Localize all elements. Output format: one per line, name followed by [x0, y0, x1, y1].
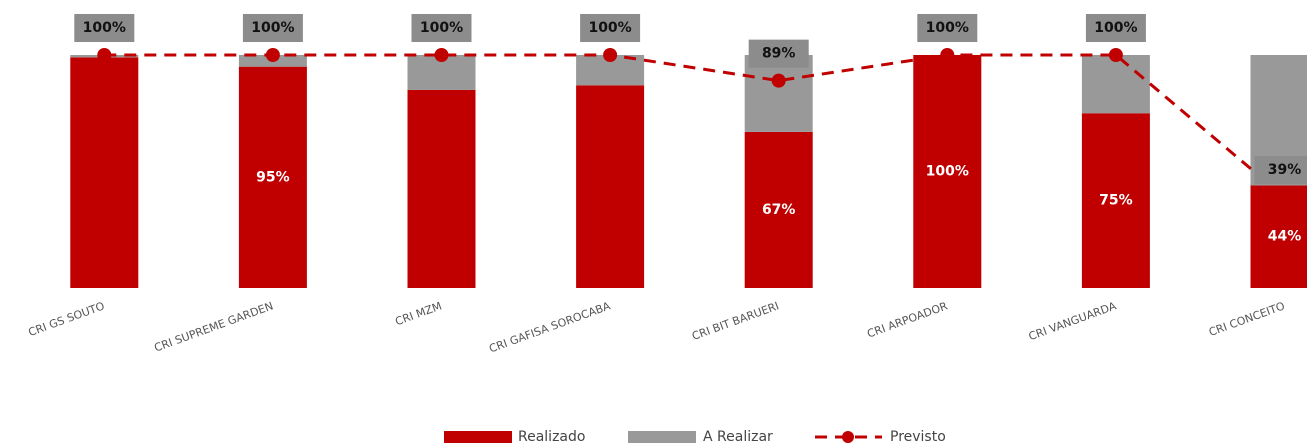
data-label: 44% — [1268, 229, 1302, 245]
legend-swatch — [444, 431, 512, 443]
line-previsto — [104, 53, 1286, 199]
bar-realizado — [1250, 185, 1307, 288]
data-label: 100% — [1094, 20, 1137, 36]
label-box — [242, 14, 303, 42]
data-label: 89% — [762, 46, 796, 62]
data-label: 100% — [83, 20, 126, 36]
data-label: 100% — [588, 20, 631, 36]
category-label: CRI BIT BARUERI — [690, 299, 781, 343]
category-label: CRI GAFISA SOROCABA — [487, 299, 612, 355]
bar-realizado — [913, 55, 982, 288]
label-box — [1085, 14, 1146, 42]
marker-previsto — [603, 48, 618, 62]
data-label: 95% — [256, 169, 290, 185]
legend-label: Realizado — [518, 429, 585, 445]
category-label: CRI VANGUARDA — [1027, 299, 1119, 343]
label-box — [580, 14, 641, 42]
data-label: 100% — [420, 20, 463, 36]
label-box — [1254, 156, 1307, 185]
label-box — [917, 14, 978, 42]
legend-swatch — [842, 431, 854, 443]
label-box — [411, 14, 472, 42]
category-label: CRI MZM — [393, 299, 443, 328]
data-label: 67% — [762, 202, 796, 218]
category-label: CRI CONCEITO — [1207, 299, 1287, 339]
bar-realizado — [1081, 113, 1150, 288]
marker-previsto — [1108, 48, 1123, 62]
data-label: 100% — [926, 20, 969, 36]
bar-a-realizar — [1081, 55, 1150, 114]
marker-previsto — [771, 73, 786, 88]
bar-realizado — [407, 89, 476, 288]
label-box — [74, 14, 135, 42]
legend-label: A Realizar — [703, 429, 773, 445]
legend-label: Previsto — [890, 429, 946, 445]
marker-previsto — [265, 48, 280, 62]
data-label: 39% — [1268, 162, 1302, 178]
data-label: 100% — [251, 20, 294, 36]
data-label: 75% — [1099, 193, 1133, 209]
label-box — [748, 39, 809, 68]
marker-previsto — [940, 48, 955, 62]
bar-realizado — [576, 85, 645, 288]
bar-realizado — [238, 66, 307, 289]
marker-previsto — [434, 48, 449, 62]
category-label: CRI ARPOADOR — [865, 299, 949, 340]
bar-realizado — [70, 57, 139, 288]
bar-a-realizar — [744, 55, 813, 132]
category-label: CRI GS SOUTO — [27, 299, 107, 339]
marker-previsto — [97, 48, 112, 62]
bar-realizado — [744, 131, 813, 288]
category-label: CRI SUPREME GARDEN — [152, 299, 274, 354]
marker-previsto — [1277, 190, 1292, 205]
data-label: 100% — [926, 164, 969, 180]
legend-swatch — [628, 431, 696, 443]
